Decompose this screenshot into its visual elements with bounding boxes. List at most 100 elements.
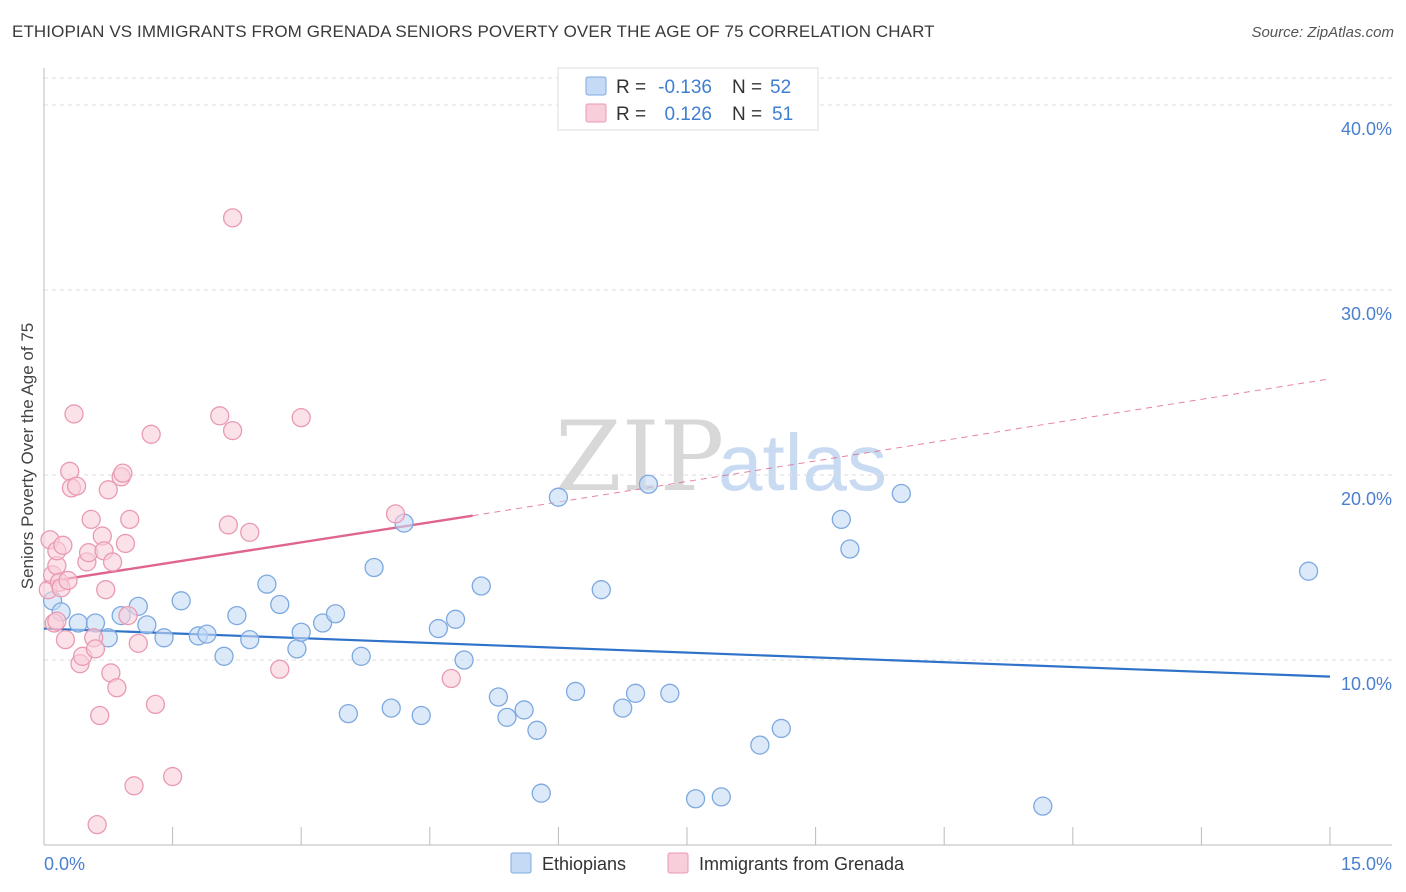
legend-r-value-2: 0.126 [664,104,712,125]
legend-swatch-ethiopians [585,76,607,96]
point-grenada-37 [128,633,148,653]
point-grenada-46 [270,659,290,679]
point-grenada-19 [81,509,101,530]
point-ethiopians-34 [527,720,547,740]
point-ethiopians-27 [428,618,449,639]
point-ethiopians-48 [840,539,860,559]
point-ethiopians-22 [351,646,371,666]
gridlines [44,77,1392,661]
point-grenada-49 [441,668,461,689]
point-grenada-34 [118,605,138,626]
y-tick-label-20: 20.0% [1341,489,1392,509]
point-ethiopians-29 [454,650,474,670]
point-ethiopians-8 [154,628,174,648]
point-ethiopians-16 [270,594,290,615]
point-grenada-33 [115,533,136,554]
point-grenada-21 [85,639,106,659]
point-ethiopians-13 [227,605,247,626]
legend-n-value-1: 52 [770,77,791,98]
point-ethiopians-45 [750,735,770,755]
point-ethiopians-51 [1298,561,1319,581]
point-grenada-26 [96,580,116,600]
point-ethiopians-49 [891,483,911,504]
point-ethiopians-42 [660,683,680,703]
point-grenada-23 [90,705,110,726]
point-grenada-45 [240,522,260,542]
point-grenada-48 [385,504,406,524]
point-ethiopians-31 [488,687,509,707]
point-ethiopians-40 [625,683,646,703]
point-ethiopians-33 [514,700,534,720]
point-grenada-27 [98,480,118,500]
point-ethiopians-47 [831,509,851,530]
trend-line-ethiopians [43,627,1331,678]
point-ethiopians-26 [411,705,431,726]
point-ethiopians-46 [771,718,791,739]
x-tick-label-min: 0.0% [44,854,85,874]
data-points [38,208,1319,835]
point-ethiopians-35 [531,783,551,803]
bottom-legend-label-ethiopians: Ethiopians [542,854,626,874]
point-ethiopians-23 [364,557,384,578]
point-grenada-9 [55,630,76,650]
point-ethiopians-15 [257,574,277,594]
point-ethiopians-21 [338,704,359,724]
stats-legend: R = -0.136 N = 52 R = 0.126 N = 51 [557,67,819,131]
point-ethiopians-30 [471,576,491,596]
point-ethiopians-37 [565,681,586,702]
point-grenada-22 [87,815,107,835]
x-ticks [172,827,1331,845]
point-grenada-44 [222,208,243,228]
point-grenada-41 [210,406,230,426]
legend-r-value-1: -0.136 [658,77,712,98]
point-grenada-29 [102,552,123,572]
watermark-zip: ZIP [555,401,724,513]
point-grenada-8 [53,535,73,555]
point-ethiopians-11 [197,624,217,644]
point-grenada-30 [107,678,127,698]
point-grenada-40 [162,766,183,787]
point-ethiopians-43 [685,789,706,809]
point-ethiopians-50 [1033,796,1053,816]
point-ethiopians-39 [613,698,633,718]
point-ethiopians-38 [591,580,611,600]
point-ethiopians-41 [638,474,659,494]
source-credit: Source: ZipAtlas.com [1251,24,1394,41]
legend-n-value-2: 51 [772,104,793,125]
y-tick-label-10: 10.0% [1341,674,1392,694]
y-axis-label: Seniors Poverty Over the Age of 75 [18,323,37,589]
point-grenada-43 [222,420,243,441]
point-ethiopians-24 [381,698,401,718]
point-grenada-42 [218,515,238,535]
point-grenada-39 [145,694,166,715]
y-tick-label-40: 40.0% [1341,119,1392,139]
point-grenada-38 [141,424,161,444]
point-grenada-36 [124,776,144,796]
bottom-legend-swatch-ethiopians [510,852,532,874]
point-grenada-10 [58,570,78,591]
point-ethiopians-36 [548,487,569,507]
trend-line-grenada-extended [472,378,1331,517]
bottom-legend-label-grenada: Immigrants from Grenada [699,854,905,874]
point-ethiopians-12 [214,646,234,666]
chart-title: ETHIOPIAN VS IMMIGRANTS FROM GRENADA SEN… [12,22,935,41]
y-tick-labels: 10.0% 20.0% 30.0% 40.0% [1341,119,1392,694]
bottom-legend-swatch-grenada [667,852,689,874]
legend-n-label-2: N = [732,104,762,125]
point-grenada-32 [113,463,133,483]
point-ethiopians-18 [291,622,311,642]
point-ethiopians-28 [445,609,466,629]
point-ethiopians-44 [711,787,731,807]
point-grenada-13 [64,404,84,424]
series-legend: Ethiopians Immigrants from Grenada [510,852,905,874]
point-grenada-14 [66,476,87,496]
point-ethiopians-20 [325,604,346,624]
point-grenada-50 [47,611,67,631]
point-ethiopians-32 [497,707,517,727]
point-grenada-35 [120,509,140,530]
watermark-atlas: atlas [718,418,887,507]
point-ethiopians-7 [137,615,157,635]
point-ethiopians-2 [68,613,88,633]
point-ethiopians-17 [287,639,307,659]
